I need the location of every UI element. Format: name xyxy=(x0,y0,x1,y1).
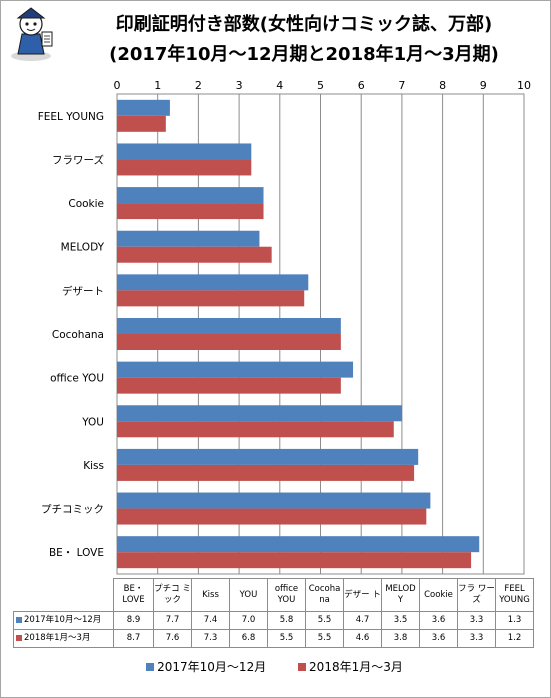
cartoon-mascot-icon xyxy=(11,7,53,61)
bar-series2 xyxy=(117,290,305,307)
table-row-header: 2018年1月～3月 xyxy=(13,629,114,648)
bar-series2 xyxy=(117,203,264,220)
bar-series2 xyxy=(117,421,394,438)
table-value-cell: 5.5 xyxy=(267,629,306,648)
x-tick-label: 5 xyxy=(317,79,324,92)
category-label: Cookie xyxy=(68,198,104,210)
table-value-cell: 5.8 xyxy=(267,611,306,630)
x-tick-label: 2 xyxy=(195,79,202,92)
category-label: デザート xyxy=(62,284,104,297)
x-tick-label: 6 xyxy=(358,79,365,92)
table-value-cell: 3.5 xyxy=(381,611,420,630)
bar-series1 xyxy=(117,187,264,204)
category-label: office YOU xyxy=(50,373,104,385)
series-key-swatch xyxy=(16,616,22,623)
category-label: FEEL YOUNG xyxy=(38,111,104,123)
table-value-cell: 7.3 xyxy=(191,629,230,648)
table-value-cell: 8.7 xyxy=(113,629,154,648)
bar-series1 xyxy=(117,230,260,247)
table-value-cell: 3.6 xyxy=(419,629,458,648)
bar-series2 xyxy=(117,159,252,176)
bar-series1 xyxy=(117,405,402,422)
table-header-cell: YOU xyxy=(229,578,268,612)
table-corner xyxy=(14,579,114,612)
legend-item-series1: 2017年10月～12月 xyxy=(146,658,266,675)
bar-series1 xyxy=(117,143,252,160)
bar-series2 xyxy=(117,552,472,569)
bar-series1 xyxy=(117,448,419,465)
table-value-cell: 7.4 xyxy=(191,611,230,630)
bar-series2 xyxy=(117,464,415,481)
bar-series2 xyxy=(117,508,427,525)
table-row: 2017年10月～12月 8.9 7.7 7.4 7.0 5.8 5.5 4.7 3.5 3.6 3… xyxy=(13,611,534,630)
table-header-cell: FEEL YOUNG xyxy=(495,578,534,612)
bar-series1 xyxy=(117,492,431,509)
x-tick-label: 7 xyxy=(398,79,405,92)
series-key-swatch xyxy=(16,634,22,641)
category-label: プチコミック xyxy=(41,504,104,516)
table-header-cell: Cocoha na xyxy=(305,578,344,612)
bar-series2 xyxy=(117,115,166,132)
table-value-cell: 1.2 xyxy=(495,629,534,648)
table-header-cell: デザー ト xyxy=(343,578,382,612)
table-value-cell: 5.5 xyxy=(305,611,344,630)
chart-subtitle: (2017年10月～12月期と2018年1月～3月期) xyxy=(109,44,499,65)
table-header-cell: office YOU xyxy=(267,578,306,612)
legend-item-series2: 2018年1月～3月 xyxy=(298,658,403,675)
table-header-cell: プチコ ミック xyxy=(153,578,192,612)
bar-series1 xyxy=(117,536,480,553)
category-label: BE・ LOVE xyxy=(49,547,104,559)
legend-label-series1: 2017年10月～12月 xyxy=(157,660,267,674)
x-tick-label: 1 xyxy=(154,79,161,92)
chart-title: 印刷証明付き部数(女性向けコミック誌、万部) xyxy=(115,14,493,35)
table-row: 2018年1月～3月 8.7 7.6 7.3 6.8 5.5 5.5 4.6 3.8 3.6 3.3… xyxy=(13,629,534,648)
data-table: BE・ LOVE プチコ ミック Kiss YOU office YOU Cocoha n… xyxy=(13,578,534,648)
bar-series1 xyxy=(117,274,309,291)
table-value-cell: 3.6 xyxy=(419,611,458,630)
legend-swatch-series1 xyxy=(146,662,155,671)
table-value-cell: 3.3 xyxy=(457,611,496,630)
table-header-cell: MELOD Y xyxy=(381,578,420,612)
bar-series1 xyxy=(117,99,170,116)
legend-swatch-series2 xyxy=(298,662,307,671)
category-label: Cocohana xyxy=(52,329,104,341)
bar-series2 xyxy=(117,377,341,394)
table-header-cell: フラ ワーズ xyxy=(457,578,496,612)
category-label: MELODY xyxy=(61,242,105,254)
x-tick-label: 9 xyxy=(480,79,487,92)
table-value-cell: 4.7 xyxy=(343,611,382,630)
x-tick-label: 10 xyxy=(517,79,531,92)
category-label: Kiss xyxy=(83,460,104,472)
table-value-cell: 4.6 xyxy=(343,629,382,648)
x-tick-label: 3 xyxy=(236,79,243,92)
table-value-cell: 3.8 xyxy=(381,629,420,648)
table-value-cell: 7.7 xyxy=(153,611,192,630)
bar-series2 xyxy=(117,246,272,263)
table-row-header: 2017年10月～12月 xyxy=(13,611,114,630)
table-value-cell: 7.0 xyxy=(229,611,268,630)
category-label: フラワーズ xyxy=(52,153,104,166)
bar-series1 xyxy=(117,361,354,378)
bar-series1 xyxy=(117,318,341,334)
table-value-cell: 7.6 xyxy=(153,629,192,648)
table-header-cell: BE・ LOVE xyxy=(113,578,154,612)
x-tick-label: 8 xyxy=(439,79,446,92)
table-value-cell: 5.5 xyxy=(305,629,344,648)
bar-chart: 0 1 2 3 4 5 6 7 8 9 10 BE・ LOVE プチコミック Kiss YOU office … xyxy=(38,79,531,575)
legend-label-series2: 2018年1月～3月 xyxy=(309,660,403,674)
table-header-cell: Kiss xyxy=(191,578,230,612)
table-value-cell: 3.3 xyxy=(457,629,496,648)
table-header-cell: Cookie xyxy=(419,578,458,612)
table-value-cell: 8.9 xyxy=(113,611,154,630)
category-label: YOU xyxy=(81,416,104,428)
bar-series2 xyxy=(117,334,341,350)
table-value-cell: 6.8 xyxy=(229,629,268,648)
chart-legend: 2017年10月～12月 2018年1月～3月 xyxy=(0,658,549,675)
x-tick-label: 4 xyxy=(276,79,283,92)
table-value-cell: 1.3 xyxy=(495,611,534,630)
x-tick-label: 0 xyxy=(114,79,121,92)
